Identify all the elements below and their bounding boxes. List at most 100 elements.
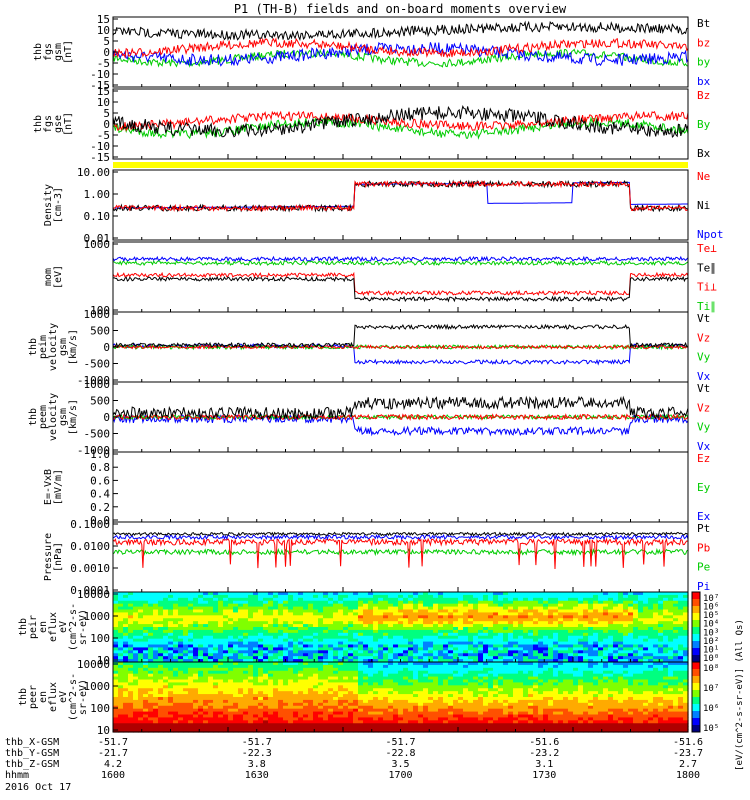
spectrogram-cell — [203, 691, 209, 695]
spectrogram-cell — [403, 618, 409, 622]
spectrogram-cell — [598, 618, 604, 622]
spectrogram-cell — [203, 659, 209, 663]
spectrogram-cell — [258, 632, 264, 637]
spectrogram-cell — [203, 662, 209, 666]
spectrogram-cell — [168, 638, 174, 643]
spectrogram-cell — [113, 714, 119, 719]
spectrogram-cell — [203, 632, 209, 637]
spectrogram-cell — [348, 726, 354, 730]
spectrogram-cell — [533, 592, 539, 596]
spectrogram-cell — [228, 609, 234, 614]
spectrogram-cell — [368, 705, 374, 710]
spectrogram-cell — [298, 720, 304, 724]
spectrogram-cell — [368, 711, 374, 716]
spectrogram-cell — [518, 656, 524, 660]
spectrogram-cell — [488, 694, 494, 698]
spectrogram-cell — [198, 615, 204, 619]
spectrogram-cell — [188, 676, 194, 681]
spectrogram-cell — [663, 647, 669, 651]
spectrogram-cell — [138, 635, 144, 640]
spectrogram-cell — [333, 632, 339, 637]
spectrogram-cell — [308, 702, 314, 707]
spectrogram-cell — [533, 635, 539, 640]
spectrogram-cell — [363, 682, 369, 686]
spectrogram-cell — [213, 705, 219, 710]
spectrogram-cell — [168, 682, 174, 686]
spectrogram-cell — [433, 612, 439, 616]
spectrogram-cell — [488, 682, 494, 686]
spectrogram-cell — [398, 592, 404, 596]
spectrogram-cell — [213, 699, 219, 704]
spectrogram-cell — [128, 667, 134, 672]
spectrogram-cell — [543, 650, 549, 654]
spectrogram-cell — [233, 627, 239, 631]
spectrogram-cell — [288, 609, 294, 614]
spectrogram-cell — [348, 714, 354, 719]
spectrogram-cell — [678, 644, 684, 649]
spectrogram-cell — [138, 641, 144, 646]
spectrogram-cell — [398, 662, 404, 666]
spectrogram-cell — [128, 676, 134, 681]
spectrogram-cell — [438, 691, 444, 695]
spectrogram-cell — [218, 726, 224, 730]
spectrogram-cell — [668, 644, 674, 649]
spectrogram-cell — [118, 600, 124, 605]
spectrogram-cell — [363, 697, 369, 701]
spectrogram-cell — [143, 685, 149, 689]
spectrogram-cell — [428, 618, 434, 622]
spectrogram-cell — [303, 673, 309, 678]
spectrogram-cell — [673, 606, 679, 611]
spectrogram-cell — [148, 726, 154, 730]
spectrogram-cell — [173, 632, 179, 637]
spectrogram-cell — [203, 711, 209, 716]
spectrogram-cell — [368, 714, 374, 719]
spectrogram-cell — [343, 711, 349, 716]
spectrogram-cell — [188, 618, 194, 622]
spectrogram-cell — [248, 600, 254, 605]
spectrogram-cell — [573, 621, 579, 625]
spectrogram-cell — [228, 597, 234, 602]
spectrogram-cell — [218, 609, 224, 614]
spectrogram-cell — [158, 597, 164, 602]
spectrogram-cell — [503, 627, 509, 631]
spectrogram-cell — [183, 702, 189, 707]
spectrogram-cell — [168, 685, 174, 689]
spectrogram-cell — [428, 644, 434, 649]
spectrogram-cell — [548, 594, 554, 599]
spectrogram-cell — [308, 612, 314, 616]
spectrogram-cell — [133, 702, 139, 707]
spectrogram-cell — [253, 632, 259, 637]
spectrogram-cell — [258, 656, 264, 660]
spectrogram-cell — [308, 618, 314, 622]
spectrogram-cell — [173, 664, 179, 669]
spectrogram-cell — [143, 688, 149, 692]
spectrogram-cell — [118, 697, 124, 701]
spectrogram-cell — [493, 682, 499, 686]
spectrogram-cell — [503, 609, 509, 614]
spectrogram-cell — [553, 647, 559, 651]
spectrogram-cell — [288, 641, 294, 646]
spectrogram-cell — [178, 708, 184, 713]
spectrogram-cell — [353, 723, 359, 727]
spectrogram-cell — [233, 694, 239, 698]
spectrogram-cell — [478, 647, 484, 651]
spectrogram-cell — [353, 635, 359, 640]
spectrogram-cell — [118, 711, 124, 716]
spectrogram-cell — [178, 632, 184, 637]
spectrogram-cell — [283, 694, 289, 698]
spectrogram-cell — [198, 676, 204, 681]
spectrogram-cell — [408, 691, 414, 695]
spectrogram-cell — [423, 688, 429, 692]
spectrogram-cell — [238, 685, 244, 689]
spectrogram-cell — [423, 592, 429, 596]
spectrogram-cell — [603, 659, 609, 663]
spectrogram-cell — [253, 711, 259, 716]
spectrogram-cell — [378, 673, 384, 678]
spectrogram-cell — [318, 653, 324, 657]
spectrogram-cell — [448, 667, 454, 672]
spectrogram-cell — [533, 612, 539, 616]
spectrogram-cell — [483, 592, 489, 596]
spectrogram-cell — [453, 723, 459, 727]
spectrogram-cell — [283, 618, 289, 622]
spectrogram-cell — [568, 592, 574, 596]
